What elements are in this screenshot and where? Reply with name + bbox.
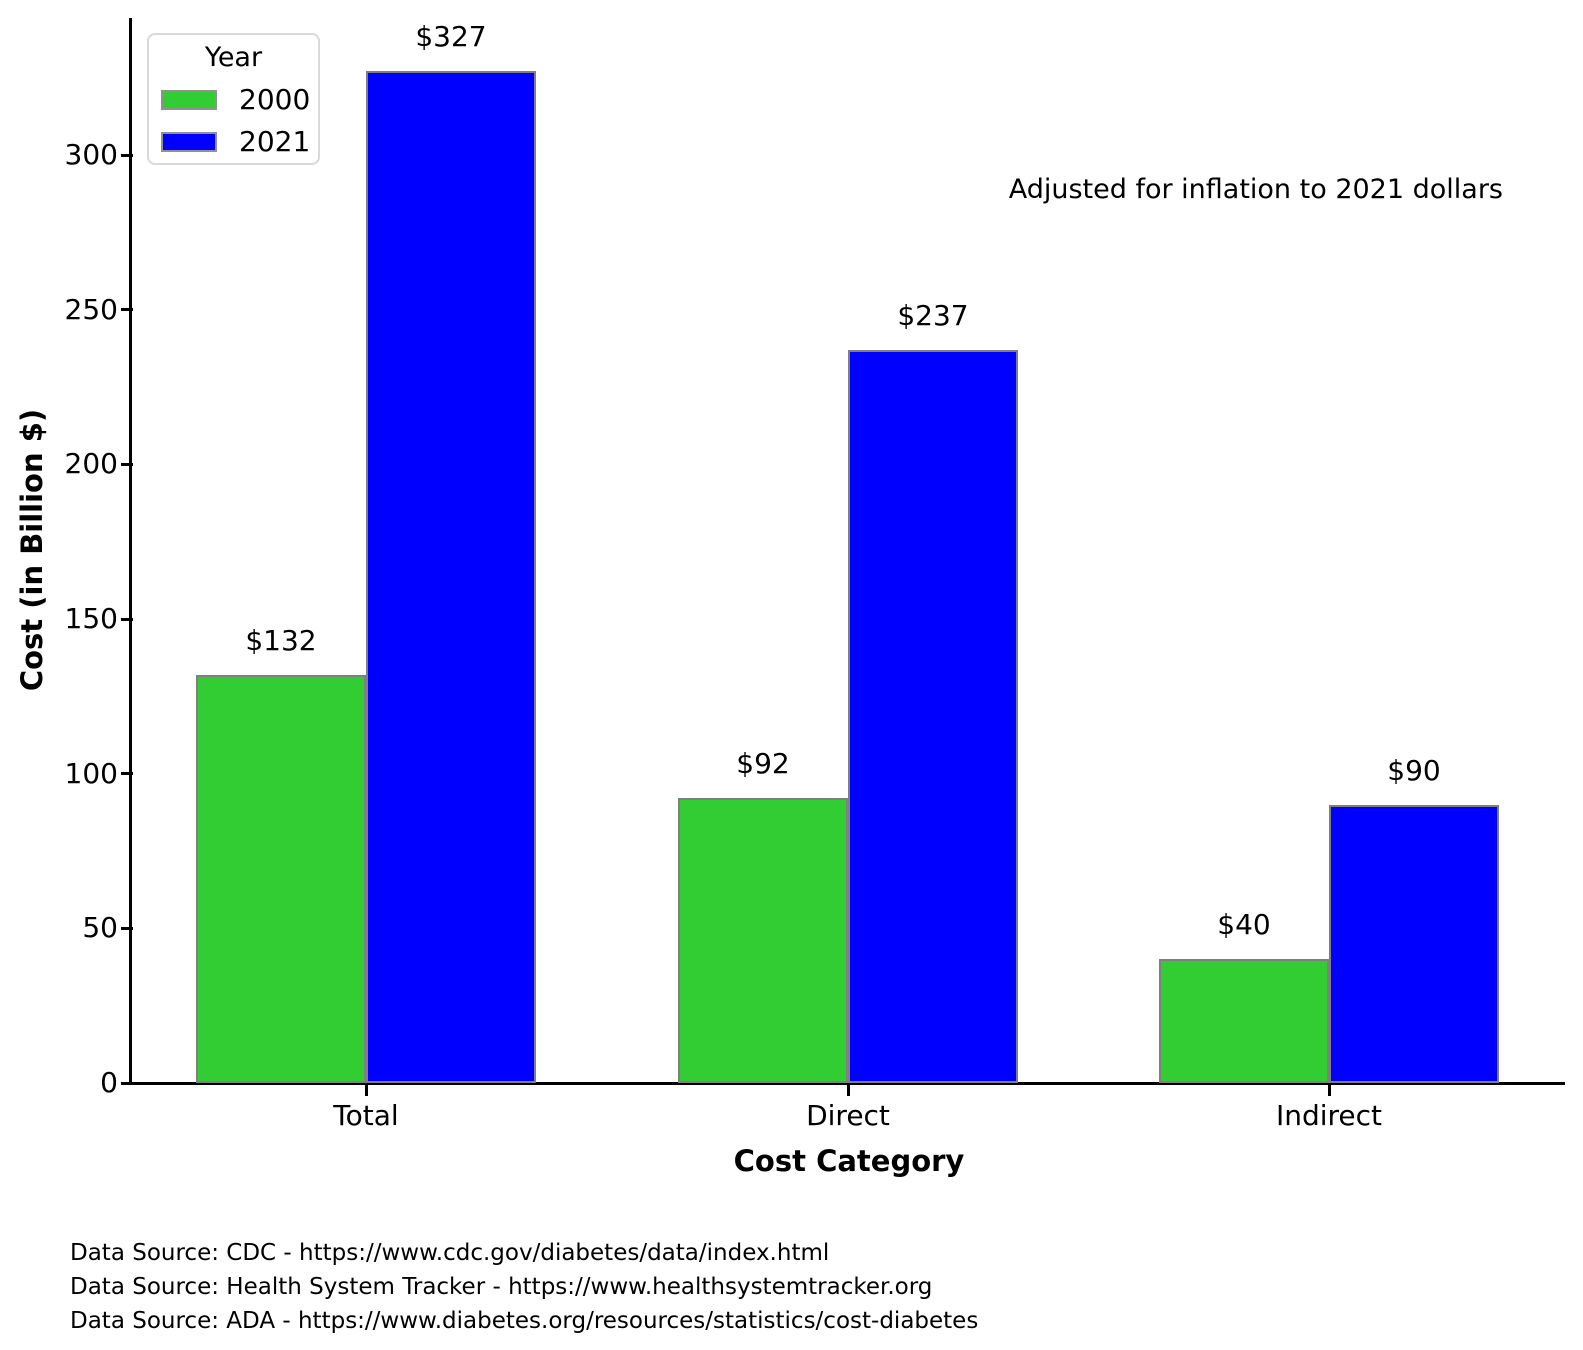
- legend-title: Year: [204, 42, 263, 73]
- bar-2000-direct: [678, 798, 848, 1083]
- x-axis-title: Cost Category: [733, 1144, 965, 1178]
- legend-swatch-2021-icon: [161, 132, 217, 152]
- data-source-line-3: Data Source: ADA - https://www.diabetes.…: [70, 1308, 979, 1334]
- annotation-text: Adjusted for inflation to 2021 dollars: [1008, 174, 1503, 205]
- data-source-footer: Data Source: CDC - https://www.cdc.gov/d…: [70, 1236, 978, 1338]
- y-tick-mark: [121, 462, 133, 466]
- y-tick-label: 300: [64, 138, 118, 171]
- bar-2021-direct: [848, 349, 1018, 1083]
- bar-2021-indirect: [1329, 804, 1499, 1083]
- y-tick-mark: [121, 772, 133, 776]
- y-axis-line: [129, 18, 132, 1085]
- y-tick-label: 0: [100, 1066, 118, 1099]
- x-axis-line: [129, 1082, 1565, 1085]
- x-tick-label-total: Total: [333, 1099, 399, 1132]
- bar-value-label: $237: [897, 298, 969, 332]
- bar-value-label: $327: [415, 20, 487, 54]
- legend-item-2000: 2000: [161, 83, 318, 116]
- y-tick-label: 150: [64, 602, 118, 635]
- legend-label-2000: 2000: [239, 83, 311, 116]
- y-tick-mark: [121, 926, 133, 930]
- y-axis-title: Cost (in Billion $): [15, 408, 49, 692]
- x-tick-mark: [1327, 1085, 1331, 1096]
- x-tick-mark: [364, 1085, 368, 1096]
- y-tick-mark: [121, 308, 133, 312]
- x-tick-mark: [846, 1085, 850, 1096]
- y-tick-mark: [121, 617, 133, 621]
- bar-value-label: $90: [1387, 753, 1441, 787]
- y-tick-label: 50: [82, 911, 118, 945]
- legend-item-2021: 2021: [161, 125, 318, 158]
- y-tick-label: 200: [64, 447, 118, 481]
- legend-swatch-2000-icon: [161, 90, 217, 110]
- y-tick-mark: [121, 153, 133, 157]
- bar-2000-indirect: [1159, 959, 1329, 1083]
- bar-value-label: $132: [245, 623, 317, 657]
- data-source-line-1: Data Source: CDC - https://www.cdc.gov/d…: [70, 1240, 830, 1266]
- data-source-line-2: Data Source: Health System Tracker - htt…: [70, 1274, 933, 1300]
- x-tick-label-indirect: Indirect: [1275, 1099, 1383, 1132]
- legend-label-2021: 2021: [239, 125, 311, 158]
- y-tick-label: 100: [64, 756, 118, 790]
- bar-2000-total: [196, 674, 366, 1083]
- y-tick-mark: [121, 1081, 133, 1085]
- y-tick-label: 250: [64, 292, 118, 326]
- bar-value-label: $92: [736, 747, 790, 781]
- bar-value-label: $40: [1217, 908, 1271, 942]
- legend: Year 2000 2021: [147, 33, 320, 165]
- bar-2021-total: [366, 71, 536, 1083]
- x-tick-label-direct: Direct: [806, 1099, 890, 1132]
